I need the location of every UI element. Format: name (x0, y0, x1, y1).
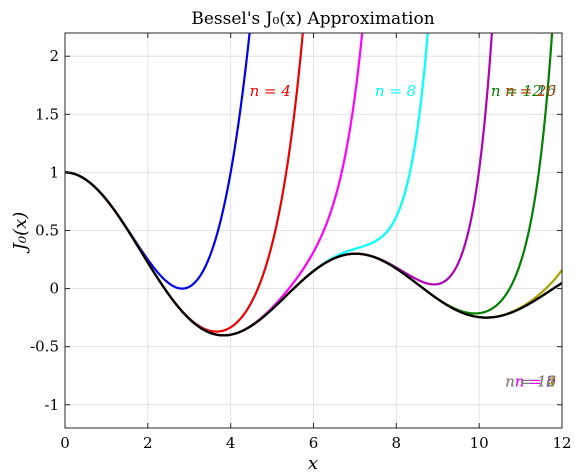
y-tick-label: -0.5 (30, 338, 59, 356)
axis-ticks: 0 2 4 6 8 10 12 -1 -0.5 0 0.5 1 1.5 2 (30, 33, 572, 452)
x-tick-label: 4 (226, 434, 236, 452)
y-tick-label: 1 (49, 163, 59, 181)
series-line-n6 (65, 33, 364, 337)
grid (64, 33, 563, 428)
series-label-n8: n = 8 (375, 82, 416, 100)
y-tick-label: -1 (44, 396, 59, 414)
series-line-n2 (65, 33, 251, 290)
x-axis-label: x (308, 453, 318, 473)
x-tick-label: 10 (470, 434, 489, 452)
y-tick-label: 1.5 (35, 105, 59, 123)
x-tick-label: 6 (309, 434, 319, 452)
series-label-n6: n = 6 (515, 373, 557, 391)
x-tick-label: 8 (392, 434, 402, 452)
y-tick-label: 0.5 (35, 222, 59, 240)
x-tick-label: 2 (143, 434, 153, 452)
series-label-n2: n = 2 (515, 373, 556, 391)
series-labels: n = 2n = 4n = 6n = 8n = 10n = 12n = 14n … (250, 82, 557, 390)
series-line-n10 (65, 33, 493, 337)
series-label-n16: n = 16 (505, 82, 556, 100)
x-tick-label: 12 (552, 434, 571, 452)
series-label-n20: n = 20 (505, 82, 556, 100)
y-tick-label: 2 (49, 47, 59, 65)
chart-title: Bessel's J₀(x) Approximation (191, 9, 434, 29)
series-lines (65, 33, 562, 337)
x-tick-label: 0 (60, 434, 70, 452)
y-tick-label: 0 (49, 280, 59, 298)
series-label-n4: n = 4 (250, 82, 291, 100)
series-label-n18: n = 18 (505, 373, 556, 391)
series-label-n14: n = 14 (505, 373, 556, 391)
series-line-n4 (65, 33, 304, 333)
series-label-n12: n = 12 (491, 82, 542, 100)
exact-bessel-line (65, 171, 562, 337)
series-label-n10: n = 10 (505, 373, 556, 391)
series-line-n12 (65, 33, 554, 337)
y-axis-label: J₀(x) (10, 212, 31, 255)
